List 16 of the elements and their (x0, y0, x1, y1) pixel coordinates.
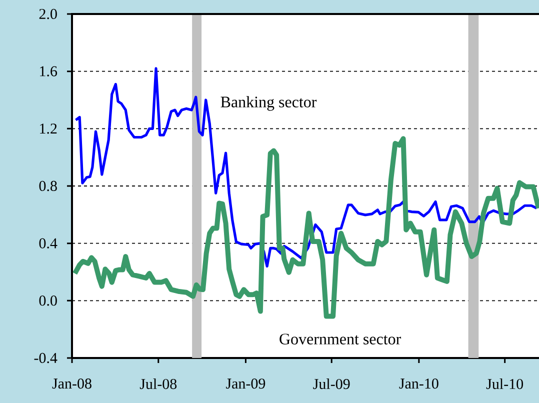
line-series (74, 67, 538, 268)
y-tick-label: -0.4 (34, 352, 58, 364)
y-tick-label: 2.0 (39, 8, 57, 20)
x-tick-label: Jul-08 (140, 378, 177, 390)
x-tick-label: Jul-10 (486, 378, 524, 390)
y-tick-label: 0.4 (39, 238, 58, 248)
y-tick-label: 1.6 (40, 66, 58, 76)
y-tick-label: 1.2 (40, 124, 57, 134)
x-tick-label: Jan-08 (52, 378, 92, 389)
x-tick-label: Jul-09 (313, 378, 350, 390)
x-tick-label: Jan-10 (399, 378, 438, 389)
x-tick-label: Jan-09 (226, 378, 266, 389)
y-tick-label: 0.8 (39, 180, 57, 192)
series-label: Banking sector (220, 96, 317, 111)
series-label: Government sector (280, 334, 402, 344)
y-tick-label: 0.0 (39, 296, 57, 306)
